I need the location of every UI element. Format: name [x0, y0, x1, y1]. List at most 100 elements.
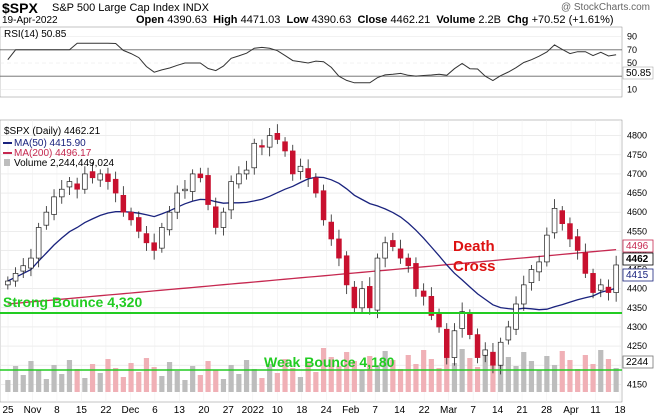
volume-bar [251, 369, 257, 392]
ohlc-readout: Open 4390.63 High 4471.03 Low 4390.63 Cl… [136, 14, 614, 26]
ma200-tag: 4496 [622, 239, 654, 253]
chart-header: $SPX S&P 500 Large Cap Index INDX 19-Apr… [0, 0, 654, 26]
candle-body [236, 173, 242, 185]
volume-bar [344, 352, 350, 392]
volume-bar [328, 357, 334, 392]
candle-body [128, 211, 134, 221]
candle-body [182, 188, 188, 192]
price-legend: $SPX (Daily) 4462.21 [4, 126, 101, 137]
candle-body [12, 273, 19, 282]
candle-body [51, 196, 57, 215]
candle-body [66, 181, 73, 188]
date-tick-label: 6 [152, 405, 158, 416]
candle-body [282, 141, 288, 152]
candle-body [582, 252, 589, 274]
candle-body [397, 248, 404, 259]
volume-bar [367, 356, 373, 392]
volume-bar [28, 361, 34, 392]
rsi-axis: 9070503010 [627, 32, 637, 95]
watermark: @ StockCharts.com [560, 2, 650, 13]
candle-body [35, 227, 42, 259]
volume-bar [151, 367, 157, 392]
candle-body [259, 145, 265, 148]
date-tick-label: Mar [440, 405, 458, 416]
candle-body [159, 227, 165, 249]
rsi-tick-label: 10 [627, 84, 637, 94]
volume-bar [413, 364, 419, 392]
candle-body [297, 165, 304, 172]
volume-bar [444, 354, 450, 392]
rsi-tick-label: 70 [627, 45, 637, 55]
candle-body [243, 169, 250, 175]
date-tick-label: 14 [492, 405, 504, 416]
price-tick-label: 4250 [627, 341, 647, 351]
price-tick-label: 4700 [627, 169, 647, 179]
candle-body [420, 290, 427, 297]
candle-body [205, 175, 211, 205]
volume-bar [267, 364, 273, 392]
symbol-description: S&P 500 Large Cap Index INDX [52, 2, 209, 14]
volume-bar [43, 379, 49, 392]
ma200-legend: MA(200) 4496.17 [14, 148, 92, 159]
candle-body [567, 223, 573, 240]
volume-bar [513, 366, 519, 392]
volume-bar [559, 351, 565, 392]
candle-body [213, 206, 219, 228]
volume-bar [259, 378, 265, 392]
volume-bar [143, 358, 150, 392]
volume-bar [297, 377, 304, 392]
volume-bar [428, 359, 434, 392]
volume-bar [282, 359, 288, 392]
volume-bar [236, 374, 242, 392]
date-tick-label: 8 [54, 405, 60, 416]
candle-body [351, 286, 358, 309]
rsi-tick-label: 90 [627, 32, 637, 42]
date-tick-label: Apr [563, 405, 579, 416]
volume-bar [136, 372, 142, 392]
candle-body [82, 173, 88, 190]
rsi-grid [0, 36, 622, 90]
volume-bar [467, 358, 473, 392]
candle-body [382, 242, 388, 259]
volume-bar [598, 350, 604, 392]
candle-body [405, 257, 412, 267]
volume-bar [182, 380, 188, 392]
ma50-legend: MA(50) 4415.90 [14, 138, 86, 149]
price-tick-label: 4650 [627, 188, 647, 198]
volume-bar [575, 369, 581, 392]
rsi-last-value: 50.85 [626, 68, 651, 79]
volume-bar [205, 361, 211, 392]
candle-body [166, 211, 173, 231]
volume-bar [490, 362, 496, 392]
volume-tag-value: 2244 [626, 357, 649, 368]
volume-bar [544, 356, 550, 392]
rsi-line [7, 42, 617, 84]
date-tick-label: Dec [122, 405, 140, 416]
date-tick-label: 13 [174, 405, 186, 416]
volume-bar [228, 365, 234, 392]
volume-bar [12, 366, 19, 392]
candle-body [343, 255, 350, 286]
price-tick-label: 4800 [627, 131, 647, 141]
volume-bar [197, 375, 203, 392]
volume-bar [359, 370, 365, 392]
weak-bounce-label: Weak Bounce 4,180 [264, 354, 395, 370]
candle-body [605, 286, 612, 293]
candle-body [451, 330, 458, 358]
date-tick-label: 22 [100, 405, 112, 416]
volume-bar [36, 370, 42, 392]
volume-legend-swatch [4, 159, 10, 166]
ma50-tag-value: 4415 [626, 270, 649, 281]
volume-bar [59, 374, 65, 392]
candle-body [536, 261, 542, 273]
volume-bar [159, 376, 165, 392]
candle-body [513, 303, 519, 330]
candle-body [228, 181, 234, 211]
volume-bar [213, 370, 219, 392]
candle-body [474, 334, 481, 358]
rsi-tick-label: 50 [627, 58, 637, 68]
candle-body [559, 210, 565, 225]
candle-body [367, 286, 373, 309]
price-tick-label: 4550 [627, 226, 647, 236]
candlesticks [5, 124, 619, 375]
